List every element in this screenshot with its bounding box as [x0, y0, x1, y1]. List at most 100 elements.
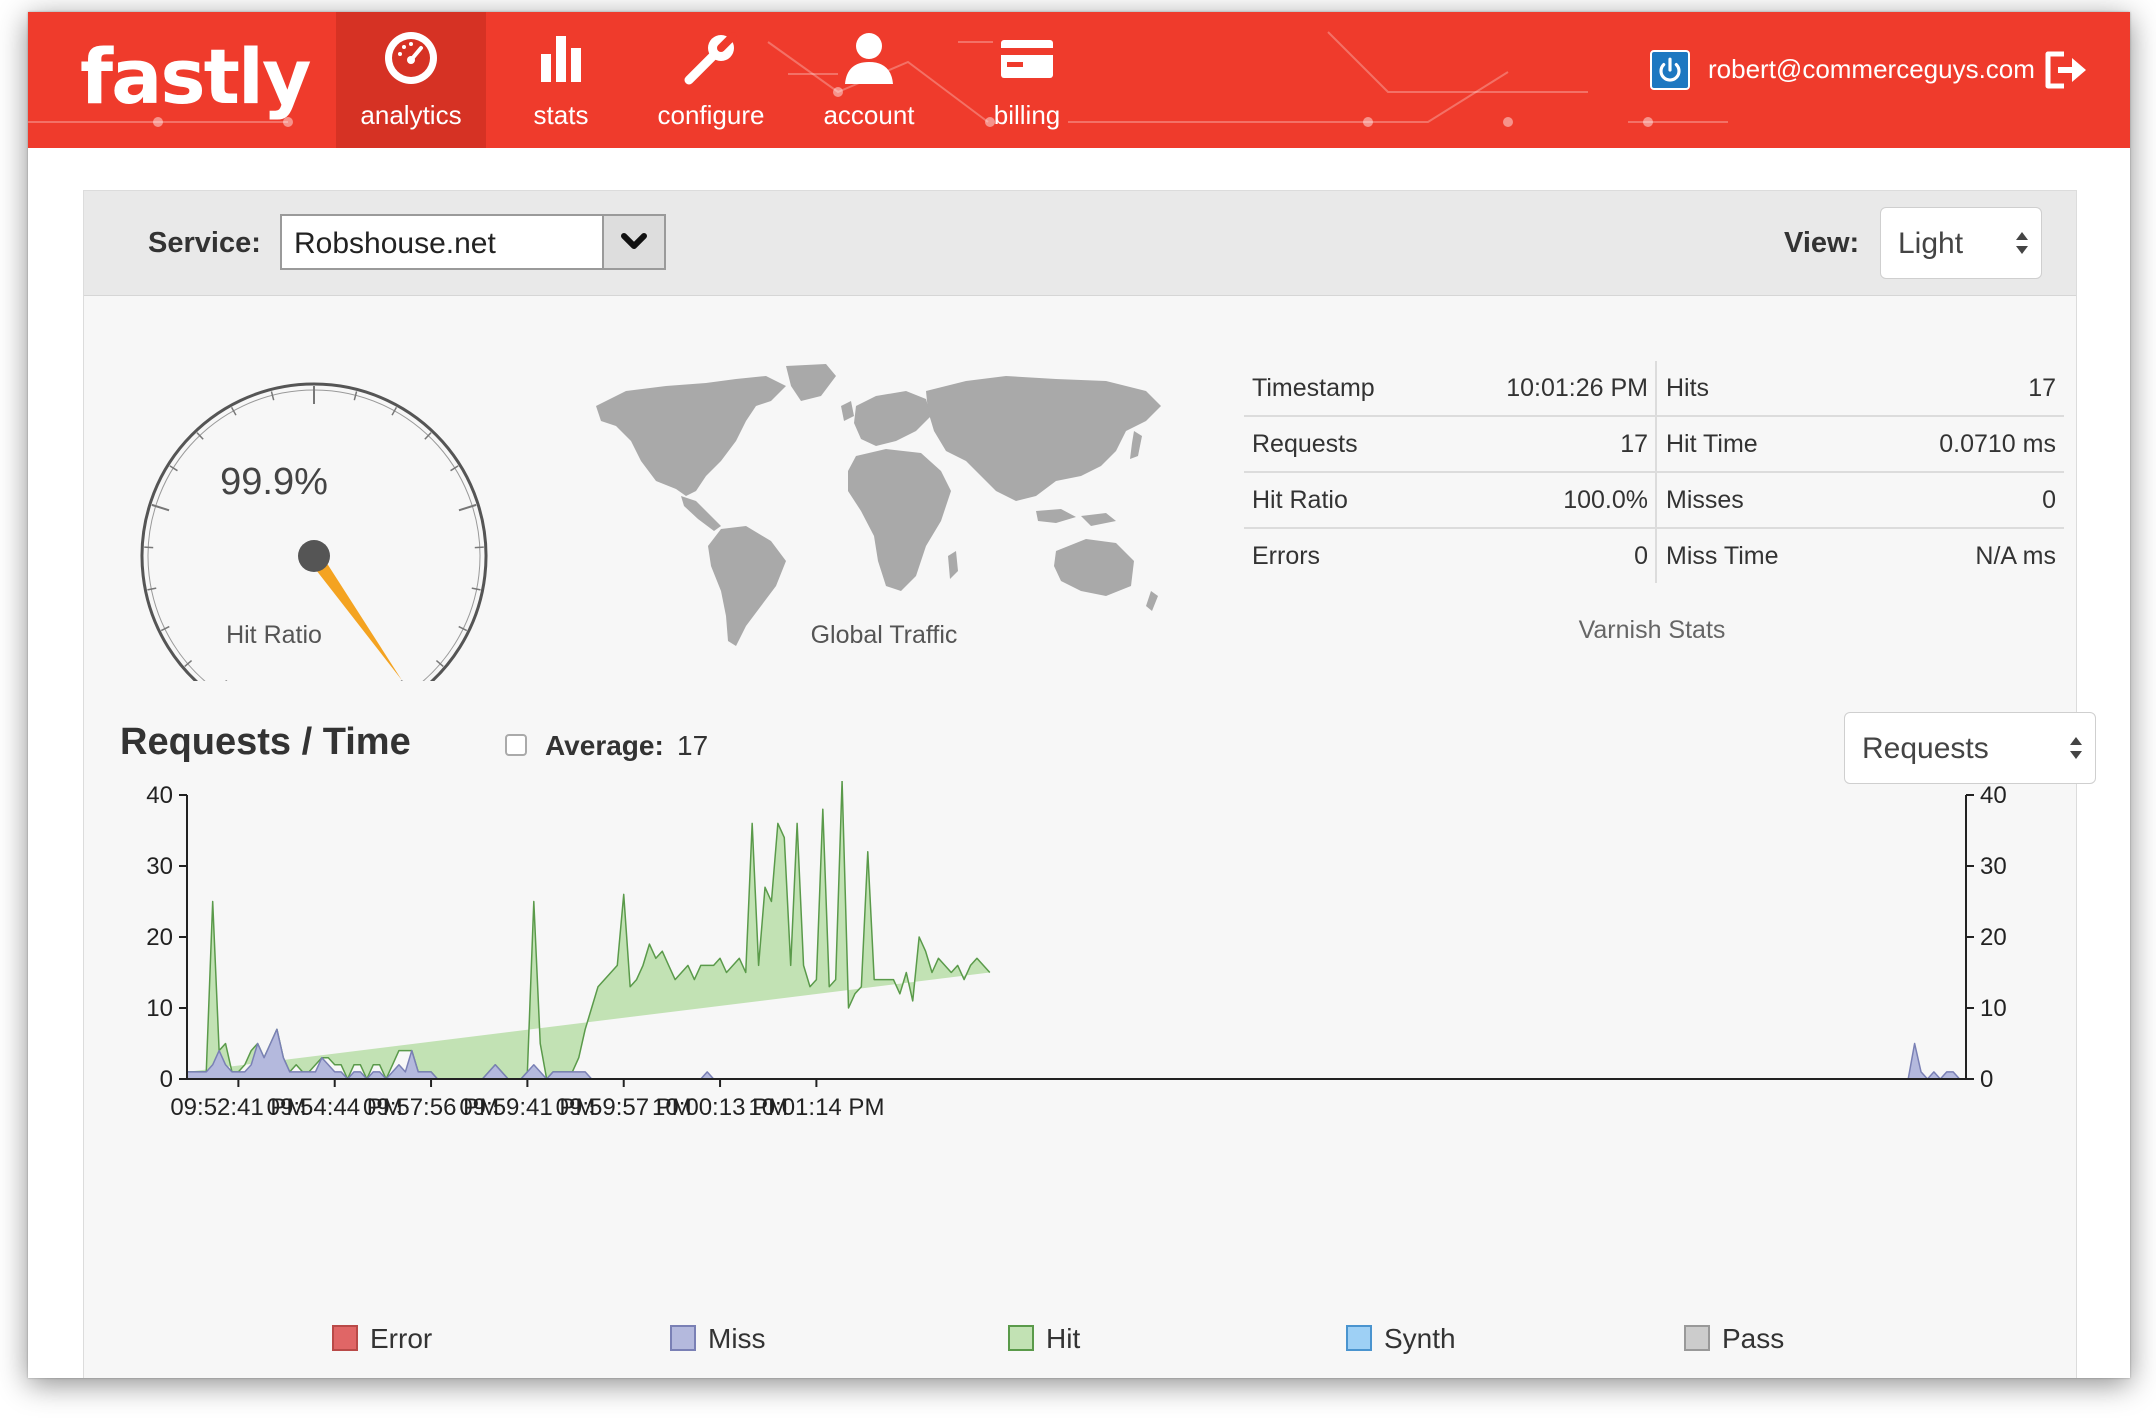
stats-divider [1655, 473, 1657, 527]
app-window: fastly analytics stats [28, 12, 2130, 1378]
stats-caption: Varnish Stats [1578, 616, 1726, 644]
stat-label: Timestamp [1252, 374, 1375, 402]
gauge-tick [151, 503, 170, 512]
average-value: 17 [677, 730, 709, 761]
legend-swatch [670, 1325, 696, 1351]
user-email[interactable]: robert@commerceguys.com [1708, 54, 2035, 84]
nav-item-billing[interactable]: billing [952, 12, 1102, 148]
chart-legend: Error Miss Hit Synth Pass [84, 1319, 2076, 1369]
stat-label: Hit Ratio [1252, 486, 1348, 514]
user-area: robert@commerceguys.com [1650, 42, 2090, 92]
legend-swatch [1684, 1325, 1710, 1351]
gauge-tick [196, 432, 204, 440]
x-tick-label: 09:59:41 PM [459, 1094, 595, 1121]
gauge-label: Hit Ratio [226, 621, 322, 649]
x-tick-label: 09:59:57 PM [556, 1094, 692, 1121]
average-checkbox[interactable] [505, 734, 527, 756]
gauge-tick [424, 432, 432, 440]
stat-value: 100.0% [1563, 486, 1648, 514]
stats-divider [1655, 417, 1657, 471]
gauge-tick [147, 587, 157, 591]
legend-label: Error [370, 1323, 433, 1354]
gauge-tick [160, 625, 170, 632]
legend-label: Pass [1722, 1323, 1785, 1354]
bar-chart-icon [541, 36, 581, 82]
fastly-logo[interactable]: fastly [80, 32, 312, 121]
metric-select-value: Requests [1862, 732, 1989, 765]
select-arrows-icon [2070, 737, 2082, 759]
nav-item-stats[interactable]: stats [486, 12, 636, 148]
legend-swatch [1008, 1325, 1034, 1351]
stat-value: 17 [1620, 430, 1648, 458]
legend-label: Hit [1046, 1323, 1081, 1354]
nav-item-account[interactable]: account [794, 12, 944, 148]
gauge-tick [230, 406, 237, 416]
stats-divider [1655, 361, 1657, 415]
nav-item-analytics[interactable]: analytics [336, 12, 486, 148]
stat-label: Misses [1666, 486, 1744, 514]
user-icon [845, 33, 893, 84]
x-tick-label: 09:54:44 PM [267, 1094, 403, 1121]
stat-value: 17 [2028, 374, 2056, 402]
gauge-arc [140, 382, 488, 681]
stat-label: Miss Time [1666, 542, 1779, 570]
service-select[interactable]: Robshouse.net [280, 214, 666, 270]
gauge-tick [270, 391, 275, 401]
wrench-icon [684, 32, 737, 85]
map-label: Global Traffic [810, 621, 958, 649]
varnish-stats-table: Timestamp 10:01:26 PM Hits 17 Requests 1… [1244, 361, 2064, 583]
stats-row: Hit Ratio 100.0% Misses 0 [1244, 473, 2064, 529]
stats-row: Errors 0 Miss Time N/A ms [1244, 529, 2064, 583]
power-icon[interactable] [1650, 50, 1690, 90]
logout-icon[interactable] [2042, 48, 2090, 92]
circuit-decoration [28, 31, 1728, 127]
view-label: View: [1784, 227, 1860, 259]
x-tick-label: 10:01:14 PM [748, 1094, 884, 1121]
gauge-tick [169, 465, 178, 472]
y-tick-label: 10 [1980, 995, 2007, 1022]
stat-label: Errors [1252, 542, 1321, 570]
y-tick-label: 20 [146, 924, 173, 951]
stats-row: Timestamp 10:01:26 PM Hits 17 [1244, 361, 2064, 417]
y-tick-label: 10 [146, 995, 173, 1022]
service-select-button[interactable] [602, 216, 664, 268]
legend-swatch [332, 1325, 358, 1351]
nav-label-account: account [823, 100, 915, 130]
world-map [596, 364, 1161, 646]
series-hit-area [187, 781, 991, 1080]
average-label: Average: [545, 730, 664, 761]
x-tick-label: 09:57:56 PM [363, 1094, 499, 1121]
stat-value: 0 [2042, 486, 2056, 514]
stats-divider [1655, 529, 1657, 583]
gauge-needle [298, 540, 402, 681]
nav-item-configure[interactable]: configure [636, 12, 786, 148]
gauge-icon [385, 32, 437, 84]
metric-select[interactable]: Requests [1844, 712, 2096, 784]
y-tick-label: 0 [1980, 1066, 1993, 1093]
chart-title: Requests / Time [120, 721, 411, 763]
service-toolbar: Service: Robshouse.net View: Light [84, 191, 2076, 296]
credit-card-icon [1001, 40, 1053, 78]
service-select-value: Robshouse.net [294, 227, 496, 260]
x-tick-label: 09:52:41 PM [170, 1094, 306, 1121]
view-select[interactable]: Light [1880, 207, 2042, 279]
gauge-needle-hub [298, 540, 330, 572]
stat-label: Hits [1666, 374, 1710, 402]
stats-row: Requests 17 Hit Time 0.0710 ms [1244, 417, 2064, 473]
legend-label: Miss [708, 1323, 766, 1354]
x-tick-label: 10:00:13 PM [652, 1094, 788, 1121]
gauge-tick [450, 465, 459, 472]
stat-label: Requests [1252, 430, 1358, 458]
gauge-tick [353, 391, 358, 401]
gauge-tick [471, 587, 481, 591]
y-tick-label: 40 [1980, 782, 2007, 809]
gauge-tick [435, 659, 444, 667]
top-nav-bar: fastly analytics stats [28, 12, 2130, 148]
gauge-tick [458, 625, 468, 632]
y-tick-label: 40 [146, 782, 173, 809]
gauge-tick [184, 659, 193, 667]
stat-label: Hit Time [1666, 430, 1758, 458]
legend-label: Synth [1384, 1323, 1456, 1354]
y-tick-label: 0 [160, 1066, 173, 1093]
stat-value: 0.0710 ms [1939, 430, 2056, 458]
